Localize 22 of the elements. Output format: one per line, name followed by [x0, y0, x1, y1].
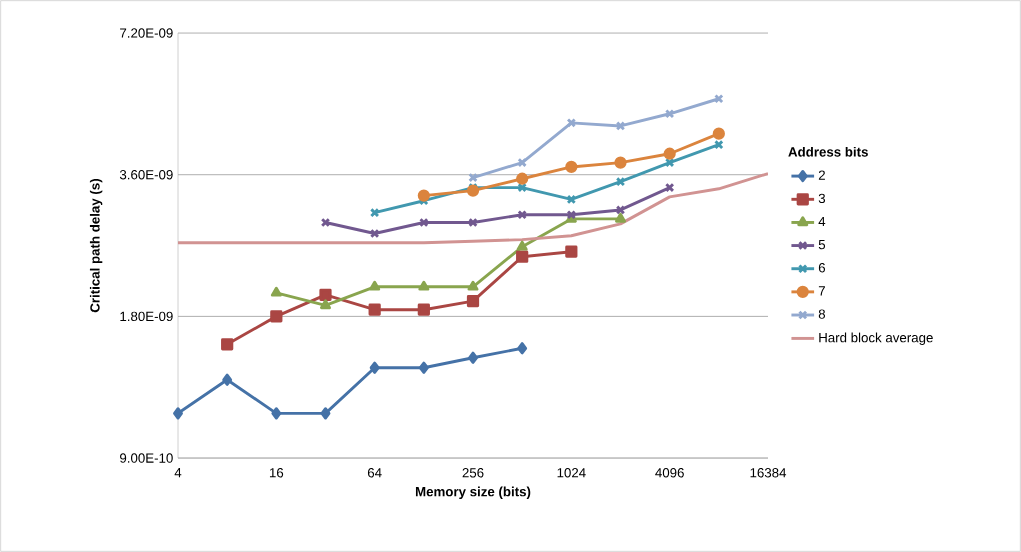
legend-label: 5 — [818, 239, 826, 250]
legend-label: 3 — [818, 193, 826, 204]
y-axis-title: Critical path delay (s) — [89, 179, 103, 313]
x-tick-label: 64 — [367, 468, 382, 478]
x-tick-label: 256 — [462, 468, 484, 478]
x-tick-label: 4096 — [655, 468, 684, 478]
legend-label: Hard block average — [819, 332, 933, 345]
legend-title: Address bits — [788, 146, 868, 157]
legend-label: 2 — [818, 170, 825, 180]
x-tick-label: 1024 — [557, 468, 586, 478]
legend-label: 8 — [818, 309, 826, 319]
y-tick-label: 7.20E-09 — [120, 28, 173, 38]
x-tick-label: 16384 — [750, 468, 787, 478]
y-tick-label: 3.60E-09 — [119, 170, 173, 180]
x-tick-label: 4 — [174, 468, 182, 478]
y-tick-label: 9.00E-10 — [120, 453, 173, 463]
legend-label: 7 — [818, 286, 825, 296]
legend-label: 6 — [818, 263, 826, 273]
y-tick-label: 1.80E-09 — [120, 311, 173, 322]
x-axis-title: Memory size (bits) — [415, 486, 531, 499]
x-tick-label: 16 — [269, 468, 284, 478]
legend-label: 4 — [818, 216, 826, 227]
